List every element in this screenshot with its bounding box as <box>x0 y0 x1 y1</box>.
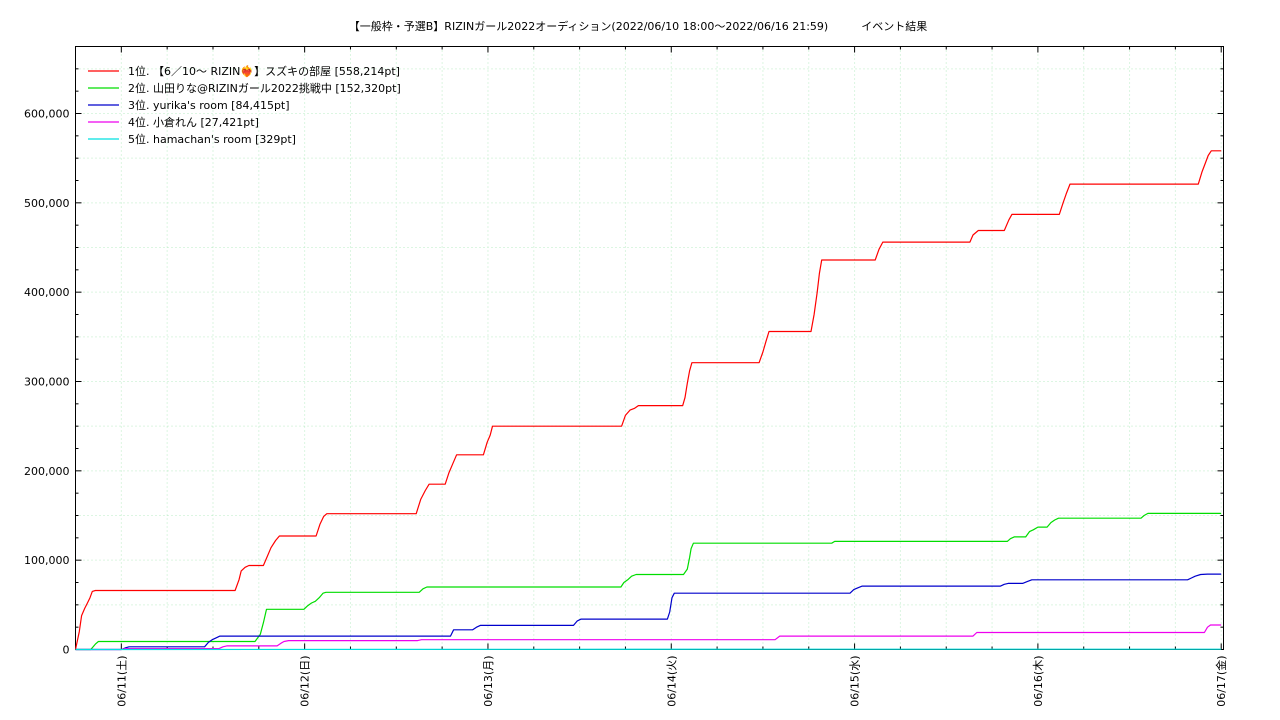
legend-label-5: 5位. hamachan's room [329pt] <box>128 132 296 146</box>
x-tick-label: 06/16(木) <box>1032 656 1045 707</box>
series-line-1 <box>74 150 1222 650</box>
x-tick-label: 06/15(水) <box>849 656 862 707</box>
x-tick-label: 06/12(日) <box>299 656 312 707</box>
legend: 1位. 【6／10〜 RIZIN❤️‍🔥】スズキの部屋 [558,214pt] 2… <box>88 64 401 146</box>
axes: 0 100,000 200,000 300,000 400,000 500,000 600,… <box>24 46 1228 707</box>
legend-label-1: 1位. 【6／10〜 RIZIN❤️‍🔥】スズキの部屋 [558,214pt] <box>128 64 400 78</box>
chart-title: 【一般枠・予選B】RIZINガール2022オーディション(2022/06/10 … <box>349 19 927 33</box>
x-tick-label: 06/14(火) <box>665 656 678 707</box>
x-tick-label: 06/17(金) <box>1214 656 1228 707</box>
y-tick-label: 0 <box>63 644 70 657</box>
legend-label-3: 3位. yurika's room [84,415pt] <box>128 98 290 112</box>
series-line-4 <box>75 624 1222 651</box>
grid-lines <box>75 46 1224 650</box>
y-tick-label: 300,000 <box>24 376 70 389</box>
y-tick-label: 100,000 <box>24 554 70 567</box>
y-tick-label: 200,000 <box>24 465 70 478</box>
y-tick-label: 600,000 <box>24 108 70 121</box>
series-lines <box>74 150 1222 651</box>
x-tick-label: 06/11(土) <box>115 656 128 707</box>
series-line-3 <box>75 573 1222 651</box>
legend-label-4: 4位. 小倉れん [27,421pt] <box>128 115 259 129</box>
series-line-2 <box>75 512 1222 651</box>
y-tick-label: 400,000 <box>24 286 70 299</box>
x-tick-label: 06/13(月) <box>482 656 495 707</box>
legend-label-2: 2位. 山田りな@RIZINガール2022挑戦中 [152,320pt] <box>128 81 401 95</box>
y-tick-label: 500,000 <box>24 197 70 210</box>
